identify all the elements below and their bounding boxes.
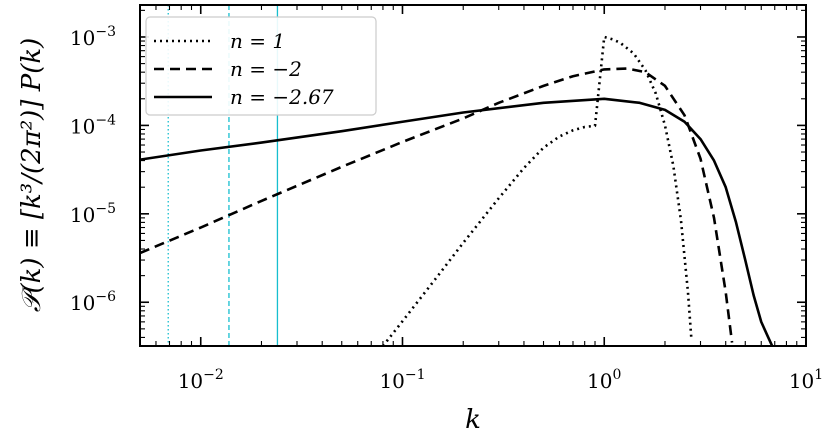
- y-tick-label: 10−3: [70, 24, 116, 50]
- plot-area: [140, 5, 774, 346]
- y-tick-label: 10−4: [70, 112, 116, 138]
- x-tick-label: 10−1: [379, 367, 425, 393]
- series-line-1: [381, 35, 693, 346]
- x-tick-label: 10−2: [178, 367, 224, 393]
- plot-frame: [139, 4, 807, 347]
- y-axis-label: 𝒫(k) ≡ [k³/(2π²)] P(k): [17, 38, 47, 312]
- axis-ticks: [139, 5, 807, 346]
- y-tick-label: 10−6: [70, 289, 116, 315]
- series-line-2: [140, 67, 734, 343]
- x-tick-label: 101: [789, 367, 823, 393]
- y-tick-label: 10−5: [70, 201, 116, 227]
- x-axis-label: k: [465, 405, 481, 435]
- legend-label-2: n = −2: [230, 57, 302, 81]
- x-tick-label: 100: [587, 367, 621, 393]
- tick-labels: 10−2 10−1 100 101 10−6 10−5 10−4 10−3: [70, 24, 823, 393]
- legend: n = 1 n = −2 n = −2.67: [145, 16, 377, 116]
- series-line-3: [140, 97, 774, 346]
- legend-label-1: n = 1: [230, 29, 285, 53]
- legend-label-3: n = −2.67: [230, 85, 334, 109]
